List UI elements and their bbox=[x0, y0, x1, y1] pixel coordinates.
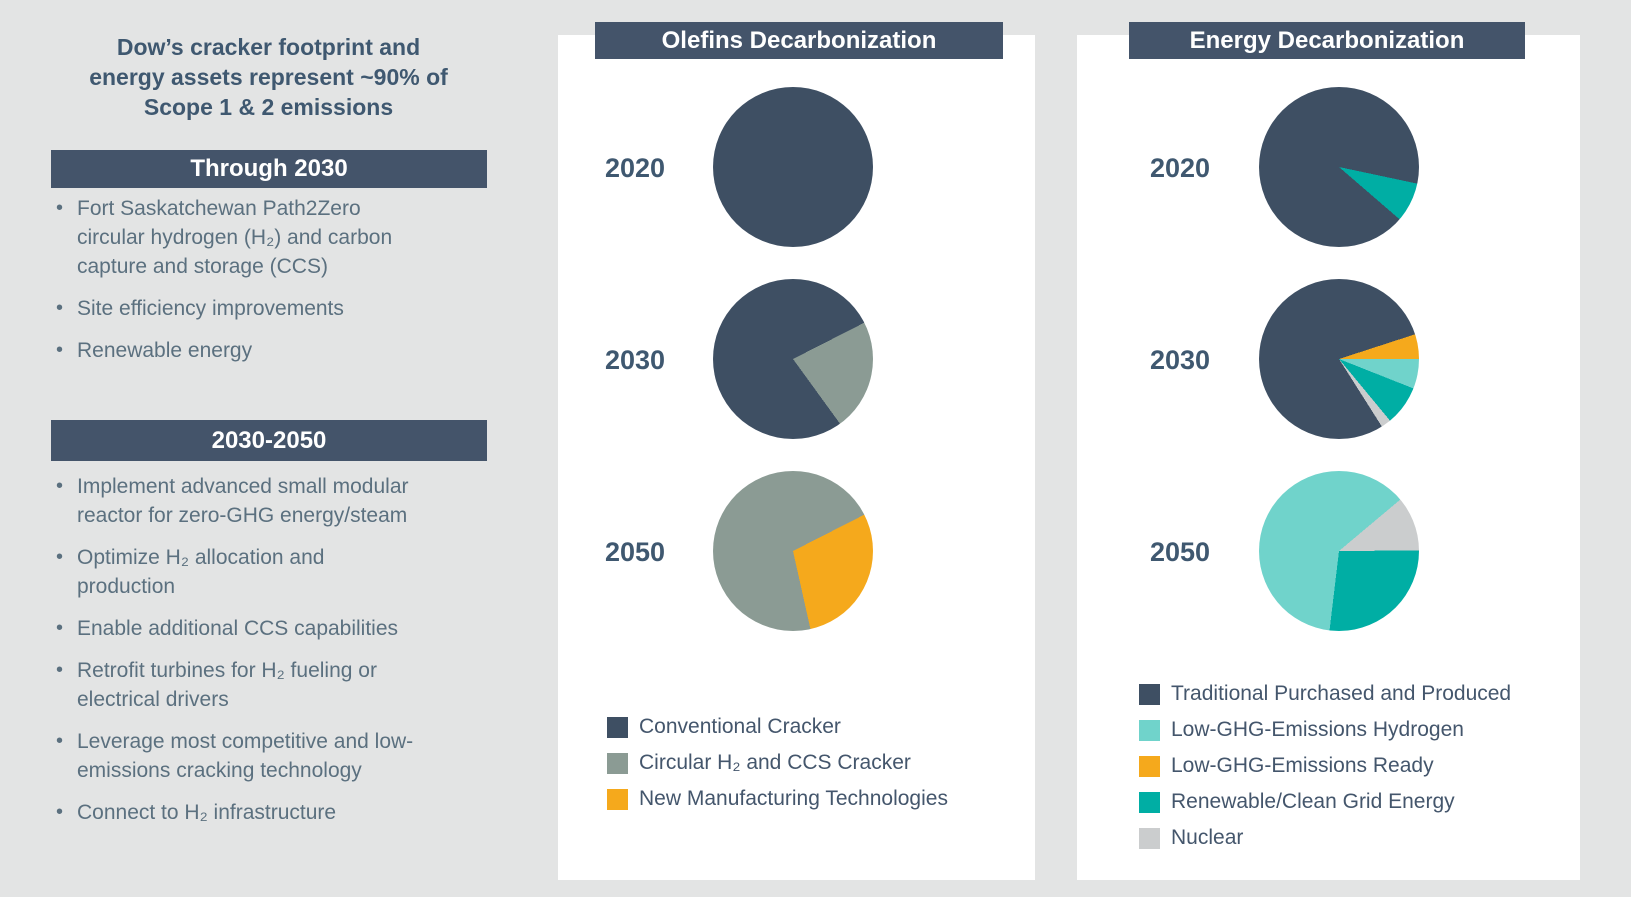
olefins-decarbonization-card: Olefins Decarbonization 2020 2030 2050 Con… bbox=[558, 22, 1035, 880]
legend-label: Traditional Purchased and Produced bbox=[1171, 682, 1512, 705]
year-label: 2020 bbox=[605, 153, 666, 183]
legend-item: Traditional Purchased and Produced bbox=[1139, 682, 1512, 705]
pie-row-2020: 2020 bbox=[1077, 87, 1580, 247]
pie-chart-2030 bbox=[1259, 279, 1419, 439]
pie-chart-2050 bbox=[713, 471, 873, 631]
legend-label: Renewable/Clean Grid Energy bbox=[1171, 790, 1455, 813]
bullet-item: Connect to H₂ infrastructure bbox=[50, 798, 487, 827]
pie-chart-2030 bbox=[713, 279, 873, 439]
legend-swatch-icon bbox=[1139, 755, 1160, 777]
bullet-item: Implement advanced small modular reactor… bbox=[50, 472, 487, 530]
pie-chart-2020 bbox=[713, 87, 873, 247]
legend-label: Nuclear bbox=[1171, 826, 1244, 849]
energy-pie-charts: 2020 2030 2050 bbox=[1077, 35, 1580, 880]
legend-item: Low-GHG-Emissions Ready bbox=[1139, 754, 1511, 777]
legend-item: New Manufacturing Technologies bbox=[607, 787, 948, 810]
bullet-item: Fort Saskatchewan Path2Zero circular hyd… bbox=[50, 194, 487, 281]
bullet-list-2030-2050: Implement advanced small modular reactor… bbox=[50, 472, 487, 840]
section-header-through-2030: Through 2030 bbox=[51, 150, 487, 188]
pie-chart-2050 bbox=[1259, 471, 1419, 631]
legend-item: Circular H₂ and CCS Cracker bbox=[607, 751, 948, 774]
legend-swatch-icon bbox=[607, 716, 628, 738]
pie-row-2020: 2020 bbox=[558, 87, 1035, 247]
legend-swatch-icon bbox=[607, 752, 628, 774]
legend-label: Low-GHG-Emissions Ready bbox=[1171, 754, 1434, 777]
bullet-list-through-2030: Fort Saskatchewan Path2Zero circular hyd… bbox=[50, 194, 487, 378]
bullet-item: Enable additional CCS capabilities bbox=[50, 614, 487, 643]
olefins-pie-charts: 2020 2030 2050 bbox=[558, 35, 1035, 880]
section-header-2030-2050: 2030-2050 bbox=[51, 420, 487, 461]
energy-decarbonization-card: Energy Decarbonization 2020 2030 2050 Trad… bbox=[1077, 22, 1580, 880]
bullet-item: Retrofit turbines for H₂ fueling or elec… bbox=[50, 656, 487, 714]
pie-row-2050: 2050 bbox=[1077, 471, 1580, 631]
olefins-card-title: Olefins Decarbonization bbox=[595, 22, 1003, 59]
legend-label: New Manufacturing Technologies bbox=[639, 787, 948, 810]
legend-swatch-icon bbox=[1139, 827, 1160, 849]
pie-row-2030: 2030 bbox=[558, 279, 1035, 439]
legend-item: Conventional Cracker bbox=[607, 715, 948, 738]
pie-row-2050: 2050 bbox=[558, 471, 1035, 631]
legend-item: Nuclear bbox=[1139, 826, 1511, 849]
year-label: 2030 bbox=[1150, 345, 1211, 375]
legend-label: Conventional Cracker bbox=[639, 715, 841, 738]
energy-legend: Traditional Purchased and Produced Low-GH… bbox=[1139, 682, 1512, 849]
legend-swatch-icon bbox=[1139, 719, 1160, 741]
pie-row-2030: 2030 bbox=[1077, 279, 1580, 439]
left-panel: Dow’s cracker footprint and energy asset… bbox=[50, 0, 487, 897]
legend-label: Low-GHG-Emissions Hydrogen bbox=[1171, 718, 1464, 741]
year-label: 2020 bbox=[1150, 153, 1211, 183]
year-label: 2050 bbox=[1150, 537, 1211, 567]
bullet-item: Site efficiency improvements bbox=[50, 294, 487, 323]
bullet-item: Optimize H₂ allocation and production bbox=[50, 543, 487, 601]
energy-card-title: Energy Decarbonization bbox=[1129, 22, 1525, 59]
legend-swatch-icon bbox=[1139, 683, 1160, 705]
year-label: 2030 bbox=[605, 345, 666, 375]
slide-title: Dow’s cracker footprint and energy asset… bbox=[89, 34, 448, 120]
legend-item: Renewable/Clean Grid Energy bbox=[1139, 790, 1511, 813]
year-label: 2050 bbox=[605, 537, 666, 567]
legend-swatch-icon bbox=[607, 788, 628, 810]
legend-item: Low-GHG-Emissions Hydrogen bbox=[1139, 718, 1511, 741]
pie-chart-2020 bbox=[1259, 87, 1419, 247]
olefins-legend: Conventional Cracker Circular H₂ and CCS … bbox=[607, 715, 948, 810]
bullet-item: Leverage most competitive and low- emiss… bbox=[50, 727, 487, 785]
bullet-item: Renewable energy bbox=[50, 336, 487, 365]
legend-label: Circular H₂ and CCS Cracker bbox=[639, 751, 911, 774]
legend-swatch-icon bbox=[1139, 791, 1160, 813]
